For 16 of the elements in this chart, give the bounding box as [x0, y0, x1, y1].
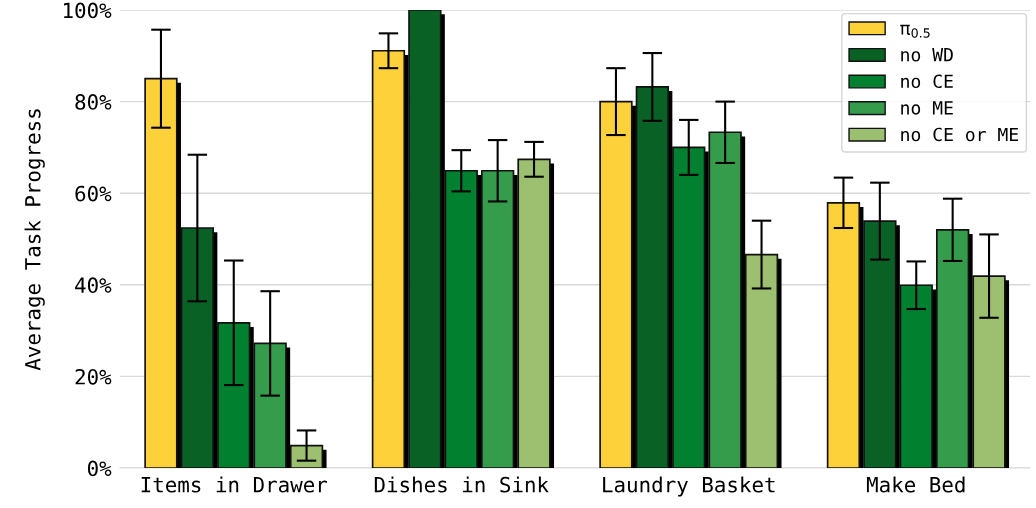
x-tick-label: Items in Drawer — [141, 476, 328, 493]
y-tick-label: 60% — [75, 185, 112, 202]
x-tick-label: Dishes in Sink — [374, 476, 549, 493]
legend-label: no ME — [901, 101, 953, 115]
y-tick-label: 80% — [75, 94, 112, 110]
y-tick-label: 40% — [75, 277, 112, 294]
legend-label: no CE or ME — [901, 127, 1019, 142]
legend-label: no WD — [901, 48, 953, 62]
x-tick-label: Make Bed — [866, 476, 965, 493]
y-tick-label: 100% — [64, 2, 112, 19]
x-tick-label: Laundry Basket — [603, 476, 775, 497]
y-axis-title: Average Task Progress — [24, 109, 45, 371]
y-tick-label: 20% — [75, 368, 112, 385]
legend-label: no CE — [901, 74, 953, 89]
legend-label: π$_{0.5}$ — [900, 24, 930, 38]
y-tick-label: 0% — [87, 460, 112, 477]
